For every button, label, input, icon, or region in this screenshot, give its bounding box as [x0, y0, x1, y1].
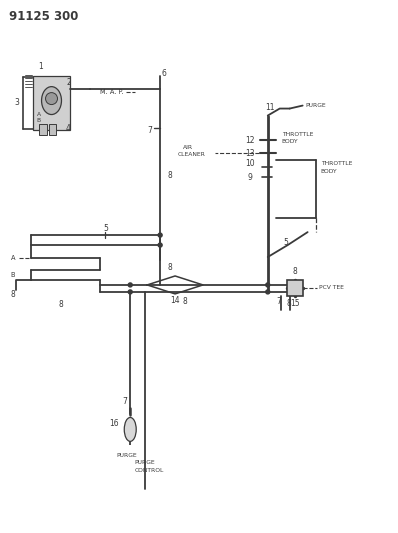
Text: 12: 12: [245, 136, 255, 145]
Text: 11: 11: [265, 103, 275, 112]
Text: 9: 9: [248, 173, 252, 182]
Text: CONTROL: CONTROL: [134, 468, 164, 473]
Text: 91125 300: 91125 300: [9, 10, 78, 23]
Text: B: B: [11, 272, 15, 278]
Text: A: A: [11, 255, 15, 261]
Circle shape: [158, 233, 162, 237]
Text: 14: 14: [170, 296, 180, 305]
Bar: [49, 124, 57, 135]
Text: 8: 8: [168, 171, 172, 180]
Text: BODY: BODY: [320, 169, 337, 174]
Text: 5: 5: [103, 224, 108, 232]
Text: 2: 2: [66, 78, 71, 87]
Text: PURGE: PURGE: [134, 460, 155, 465]
Text: 4: 4: [66, 124, 71, 133]
Circle shape: [45, 93, 57, 104]
Text: 8: 8: [292, 268, 297, 277]
Bar: [39, 124, 47, 135]
Text: 8: 8: [183, 297, 187, 306]
Text: 8: 8: [58, 301, 63, 309]
Circle shape: [266, 290, 270, 294]
Ellipse shape: [41, 87, 61, 115]
Text: 15: 15: [290, 300, 299, 309]
Text: AIR: AIR: [183, 145, 193, 150]
Text: 8: 8: [286, 300, 291, 309]
Text: 1: 1: [38, 62, 43, 71]
Text: BODY: BODY: [282, 139, 298, 144]
Text: 8: 8: [168, 263, 172, 272]
Text: 10: 10: [245, 159, 255, 168]
Bar: [287, 280, 302, 296]
Text: 8: 8: [10, 290, 15, 300]
Text: PCV TEE: PCV TEE: [318, 286, 343, 290]
Text: 7: 7: [148, 126, 152, 135]
Text: 7: 7: [276, 297, 281, 306]
Text: 7: 7: [123, 397, 128, 406]
Ellipse shape: [124, 417, 136, 441]
Circle shape: [266, 283, 270, 287]
Text: 6: 6: [162, 69, 166, 78]
Text: A: A: [37, 112, 41, 117]
Text: 16: 16: [109, 419, 119, 428]
Circle shape: [158, 243, 162, 247]
Circle shape: [128, 283, 132, 287]
Text: 3: 3: [14, 98, 19, 107]
Text: THROTTLE: THROTTLE: [282, 132, 313, 137]
Text: B: B: [37, 118, 41, 123]
Text: THROTTLE: THROTTLE: [320, 161, 352, 166]
Circle shape: [128, 290, 132, 294]
Text: PURGE: PURGE: [306, 103, 326, 108]
Text: CLEANER: CLEANER: [178, 152, 206, 157]
Text: PURGE: PURGE: [116, 453, 137, 458]
Text: M. A. P.: M. A. P.: [100, 88, 124, 95]
Text: 13: 13: [245, 149, 255, 158]
Bar: [33, 76, 70, 131]
Text: 5: 5: [283, 238, 288, 247]
